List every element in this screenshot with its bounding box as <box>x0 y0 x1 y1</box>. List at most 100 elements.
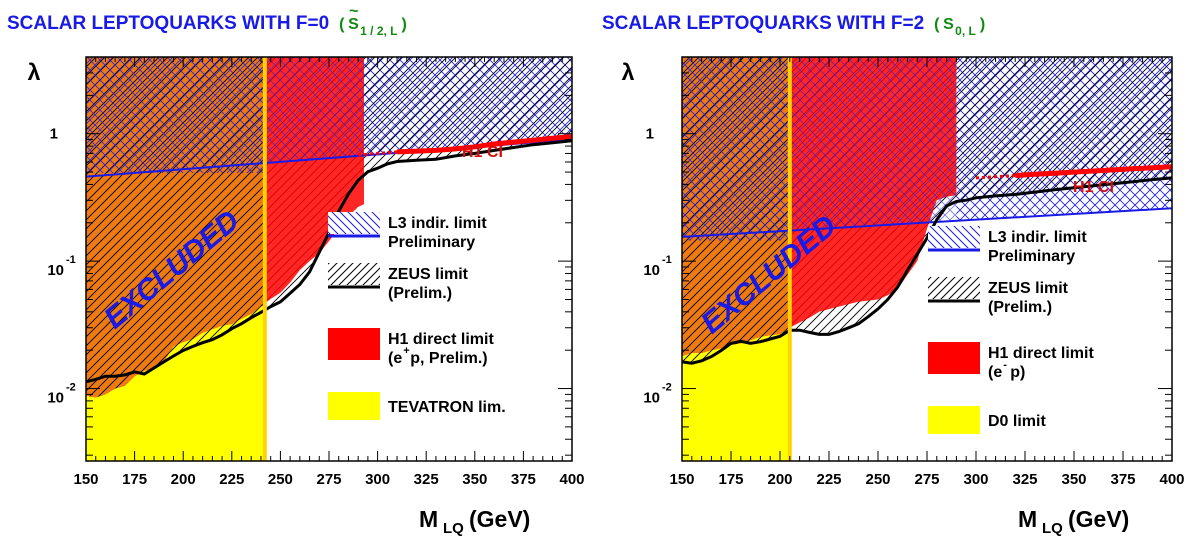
h1-ci-label: H1 CI <box>1073 179 1114 196</box>
y-tick-exponent: -2 <box>662 382 672 394</box>
x-tick-label: 325 <box>414 471 439 488</box>
x-tick-label: 350 <box>1061 471 1086 488</box>
subtitle-letter: S <box>348 16 359 33</box>
legend-label-line1: D0 limit <box>988 413 1046 430</box>
x-tick-label: 150 <box>669 471 694 488</box>
x-tick-label: 300 <box>365 471 390 488</box>
panel-f2-scalar-leptoquarks: SCALAR LEPTOQUARKS WITH F=2(S 0, L)λEXCLU… <box>602 13 1185 537</box>
x-axis-label-main: M <box>419 506 438 532</box>
y-tick-label: 10 <box>643 262 660 279</box>
x-axis-label-unit: (GeV) <box>1068 506 1129 532</box>
panel-subtitle: (S 0, L) <box>934 16 985 38</box>
h1-ci-line-dotted <box>358 150 398 157</box>
h1-ci-line-dotted <box>975 174 1016 180</box>
legend-item-h1: H1 direct limit (e - p) <box>928 342 1094 381</box>
panel-subtitle: (~S 1 / 2, L) <box>339 3 407 38</box>
x-tick-label: 300 <box>963 471 988 488</box>
x-tick-label: 200 <box>171 471 196 488</box>
y-tick-label: 10 <box>47 262 64 279</box>
y-axis-symbol: λ <box>28 59 41 85</box>
subtitle-subscript: 1 / 2, L <box>360 24 397 38</box>
x-tick-label: 175 <box>122 471 147 488</box>
subtitle-tilde: ~ <box>349 3 358 20</box>
plot-area <box>682 57 1172 461</box>
y-tick-label: 1 <box>646 126 654 143</box>
x-tick-label: 275 <box>316 471 341 488</box>
legend-item-l3: L3 indir. limit Preliminary <box>928 226 1087 265</box>
legend-item-l3: L3 indir. limit Preliminary <box>328 212 487 251</box>
subtitle-paren-close: ) <box>980 16 985 33</box>
legend-swatch-h1 <box>328 328 380 360</box>
y-tick-exponent: -2 <box>66 382 76 394</box>
panel-title: SCALAR LEPTOQUARKS WITH F=0 <box>7 13 329 34</box>
x-tick-label: 225 <box>219 471 244 488</box>
legend-label-line2: (Prelim.) <box>388 285 452 302</box>
x-tick-label: 400 <box>559 471 584 488</box>
legend-label-line2: Preliminary <box>388 234 475 251</box>
h1-top-crosshatch <box>264 57 364 163</box>
x-axis-label: M LQ (GeV) <box>1018 506 1129 537</box>
x-tick-label: 250 <box>865 471 890 488</box>
x-tick-label: 150 <box>73 471 98 488</box>
legend-swatch-h1 <box>928 342 980 374</box>
legend-label-line1: L3 indir. limit <box>388 215 487 232</box>
legend-swatch-zeus-hatch <box>328 263 380 285</box>
x-tick-label: 225 <box>816 471 841 488</box>
legend-item-h1: H1 direct limit (e + p, Prelim.) <box>328 328 494 367</box>
legend-item-tevatron: D0 limit <box>928 406 1046 434</box>
orange-top-crosshatch <box>86 57 265 174</box>
legend-item-tevatron: TEVATRON lim. <box>328 392 506 420</box>
legend-label-line2a: (e <box>388 350 402 367</box>
legend-label-line1: ZEUS limit <box>988 280 1069 297</box>
legend: L3 indir. limit Preliminary ZEUS limit (Pre… <box>328 212 506 420</box>
x-axis-label-main: M <box>1018 506 1037 532</box>
legend-item-zeus: ZEUS limit (Prelim.) <box>928 277 1069 316</box>
legend-label-line2b: p) <box>1010 364 1025 381</box>
h1-ci-line <box>396 134 572 155</box>
x-tick-label: 375 <box>511 471 536 488</box>
y-axis-symbol: λ <box>622 59 635 85</box>
subtitle-paren-open: ( <box>339 16 345 33</box>
y-tick-label: 10 <box>643 390 660 407</box>
y-tick-label: 1 <box>50 126 58 143</box>
legend: L3 indir. limit Preliminary ZEUS limit (Pre… <box>928 226 1094 434</box>
subtitle-subscript: 0, L <box>955 24 976 38</box>
legend-label-line1: H1 direct limit <box>388 331 494 348</box>
legend-swatch-tevatron <box>928 406 980 434</box>
subtitle-letter: S <box>943 16 954 33</box>
legend-label-line1: H1 direct limit <box>988 345 1094 362</box>
panel-f0-scalar-leptoquarks: SCALAR LEPTOQUARKS WITH F=0 (~S 1 / 2, L) λ… <box>7 3 585 537</box>
orange-top-crosshatch <box>682 57 790 241</box>
x-axis-label-sub: LQ <box>443 520 464 537</box>
legend-label-line2b: p, Prelim.) <box>410 350 487 367</box>
legend-label-line1: ZEUS limit <box>388 266 469 283</box>
y-tick-exponent: -1 <box>66 254 76 266</box>
x-tick-label: 325 <box>1012 471 1037 488</box>
legend-label-line1: TEVATRON lim. <box>388 399 506 416</box>
legend-item-zeus: ZEUS limit (Prelim.) <box>328 263 469 302</box>
subtitle-paren-open: ( <box>934 16 940 33</box>
legend-label-sup: - <box>1003 359 1007 371</box>
x-tick-label: 400 <box>1159 471 1184 488</box>
zeus-limit-line <box>86 139 572 384</box>
legend-swatch-tevatron <box>328 392 380 420</box>
y-tick-exponent: -1 <box>662 254 672 266</box>
legend-swatch-zeus-hatch <box>928 277 980 299</box>
x-tick-label: 200 <box>767 471 792 488</box>
h1-ci-label: H1 CI <box>462 144 503 161</box>
x-axis-label-unit: (GeV) <box>469 506 530 532</box>
legend-swatch-l3-hatch <box>928 226 980 248</box>
x-axis-label: M LQ (GeV) <box>419 506 530 537</box>
x-tick-label: 275 <box>914 471 939 488</box>
h1-ci-line <box>1015 164 1172 178</box>
x-tick-label: 350 <box>462 471 487 488</box>
legend-label-line2: (Prelim.) <box>988 299 1052 316</box>
legend-label-line2a: (e <box>988 364 1002 381</box>
zeus-limit-line <box>682 176 1172 365</box>
x-tick-label: 250 <box>268 471 293 488</box>
legend-label-sup: + <box>403 345 409 357</box>
legend-label-line1: L3 indir. limit <box>988 229 1087 246</box>
subtitle-paren-close: ) <box>402 16 407 33</box>
legend-swatch-l3-hatch <box>328 212 380 234</box>
